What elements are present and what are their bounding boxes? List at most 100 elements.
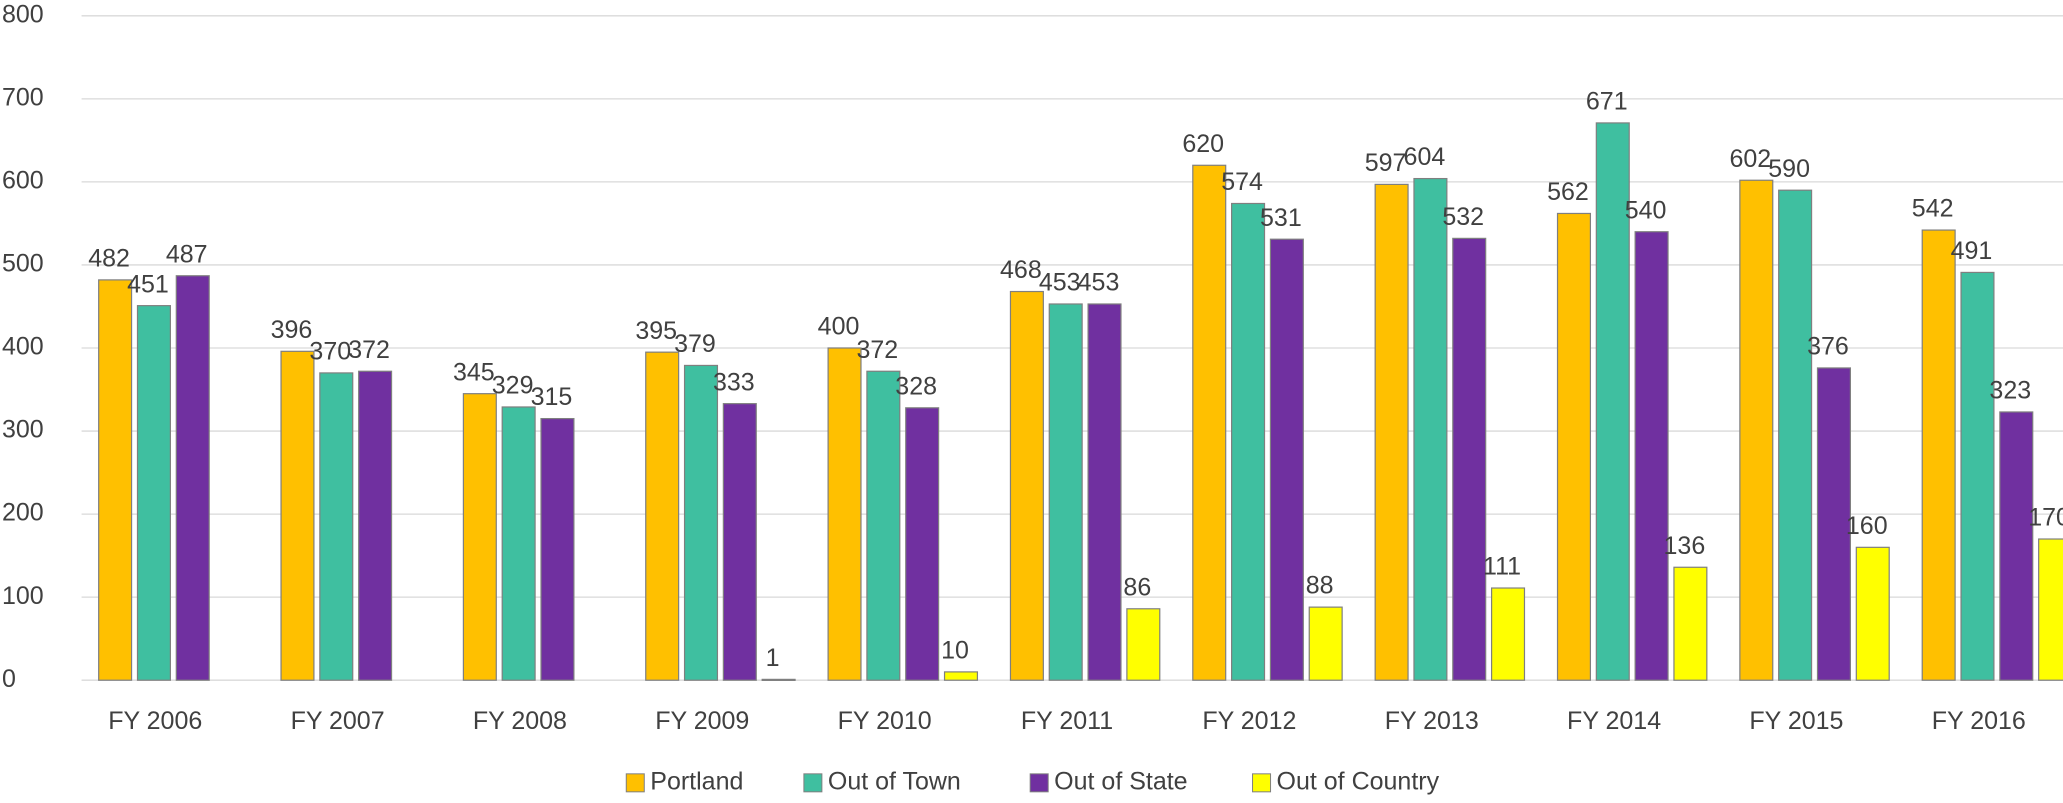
bar	[1374, 183, 1409, 681]
x-tick-label: FY 2012	[1202, 707, 1296, 735]
legend-label: Out of Town	[828, 767, 961, 795]
value-label: 370	[309, 338, 351, 366]
bar	[1308, 606, 1343, 681]
bar	[1126, 608, 1161, 681]
bar	[1452, 237, 1487, 681]
value-label: 400	[818, 313, 860, 341]
x-tick-label: FY 2007	[291, 707, 385, 735]
bar	[501, 406, 536, 681]
value-label: 531	[1260, 204, 1302, 232]
value-label: 597	[1365, 149, 1407, 177]
bar	[1231, 202, 1266, 681]
bar	[358, 370, 393, 681]
value-label: 88	[1306, 572, 1334, 600]
bar	[319, 372, 354, 681]
bar	[1413, 177, 1448, 681]
value-label: 1	[766, 644, 780, 672]
bar	[280, 350, 315, 681]
value-label: 540	[1625, 196, 1667, 224]
value-label: 323	[1989, 377, 2031, 405]
value-label: 482	[88, 245, 130, 273]
y-tick-label: 600	[2, 167, 44, 195]
value-label: 542	[1912, 195, 1954, 223]
value-label: 160	[1846, 512, 1888, 540]
value-label: 590	[1768, 155, 1810, 183]
legend-swatch	[625, 773, 645, 793]
value-label: 136	[1664, 532, 1706, 560]
value-label: 372	[348, 336, 390, 364]
legend-swatch	[1029, 773, 1049, 793]
value-label: 86	[1123, 573, 1151, 601]
value-label: 111	[1483, 553, 1521, 581]
value-label: 329	[492, 372, 534, 400]
bar	[1739, 179, 1774, 681]
bar	[645, 351, 680, 681]
bar	[722, 403, 757, 681]
bar	[1673, 566, 1708, 681]
value-label: 379	[674, 330, 716, 358]
legend-label: Out of State	[1054, 767, 1187, 795]
value-label: 602	[1729, 145, 1771, 173]
x-tick-label: FY 2016	[1932, 707, 2026, 735]
value-label: 328	[895, 372, 937, 400]
bar	[1490, 587, 1526, 681]
value-label: 396	[271, 316, 313, 344]
value-label: 671	[1586, 88, 1628, 116]
value-label: 372	[856, 336, 898, 364]
value-label: 333	[713, 368, 755, 396]
value-label: 451	[127, 270, 169, 298]
value-label: 395	[635, 317, 677, 345]
bar	[1778, 189, 1813, 681]
x-tick-label: FY 2011	[1021, 707, 1113, 735]
y-tick-label: 500	[2, 250, 44, 278]
bar	[1855, 546, 1890, 681]
legend-label: Out of Country	[1277, 767, 1440, 795]
x-tick-label: FY 2010	[838, 707, 932, 735]
x-tick-label: FY 2006	[108, 707, 202, 735]
bar	[1048, 303, 1083, 681]
bar	[905, 407, 940, 681]
bar	[827, 347, 862, 681]
value-label: 315	[531, 383, 573, 411]
bar	[462, 393, 497, 681]
bar	[175, 275, 210, 681]
value-label: 10	[941, 637, 969, 665]
value-label: 491	[1951, 237, 1993, 265]
value-label: 487	[166, 240, 208, 268]
bar	[1960, 271, 1995, 681]
bar	[1556, 212, 1592, 681]
y-tick-label: 800	[2, 0, 44, 28]
value-label: 562	[1547, 178, 1589, 206]
y-tick-label: 0	[2, 665, 16, 693]
x-tick-label: FY 2009	[655, 707, 749, 735]
bar	[98, 279, 133, 681]
bar	[1816, 367, 1851, 681]
value-label: 604	[1404, 143, 1446, 171]
y-tick-label: 100	[2, 582, 44, 610]
bar	[540, 417, 575, 681]
value-label: 620	[1182, 130, 1224, 158]
value-label: 468	[1000, 256, 1042, 284]
bar	[136, 305, 171, 681]
bar	[683, 364, 719, 681]
legend-label: Portland	[650, 767, 743, 795]
y-tick-label: 400	[2, 333, 44, 361]
bar	[1999, 411, 2034, 681]
bar	[761, 678, 796, 681]
value-label: 376	[1807, 333, 1849, 361]
x-tick-label: FY 2014	[1567, 707, 1661, 735]
y-tick-label: 200	[2, 499, 44, 527]
x-tick-label: FY 2008	[473, 707, 567, 735]
bar	[1009, 290, 1044, 681]
bar	[1192, 164, 1227, 681]
y-tick-label: 300	[2, 416, 44, 444]
legend-swatch	[1252, 773, 1272, 793]
x-tick-label: FY 2015	[1749, 707, 1843, 735]
bar	[1087, 303, 1122, 681]
value-label: 574	[1221, 168, 1263, 196]
bar	[2038, 538, 2063, 681]
value-label: 453	[1078, 269, 1120, 297]
bar	[943, 671, 979, 681]
value-label: 453	[1039, 269, 1081, 297]
legend-swatch	[803, 773, 823, 793]
